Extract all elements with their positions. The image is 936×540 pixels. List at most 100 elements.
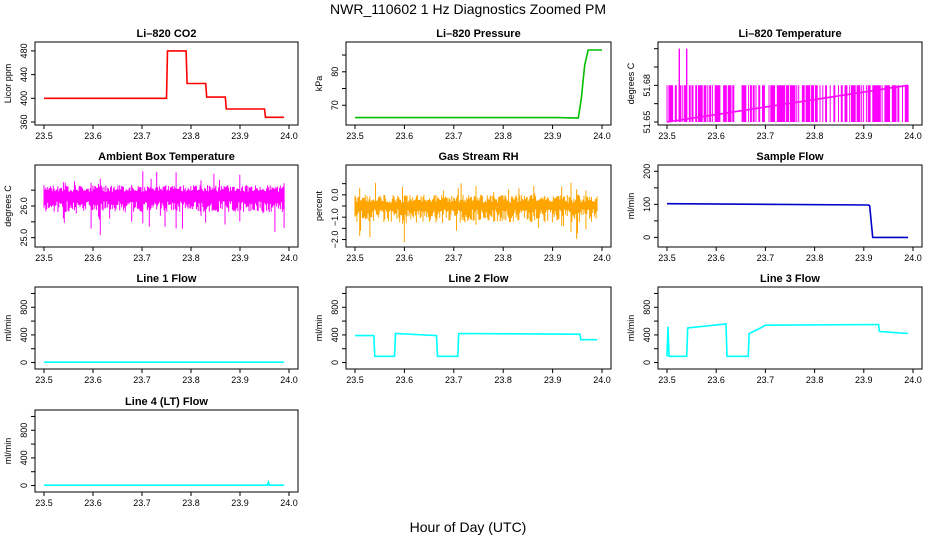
panel-6: Sample Flow ml/min 23.5 23.6 23.7 23.8 23.9 24.… — [626, 151, 923, 263]
y-tick-label: 200 — [642, 164, 652, 179]
y-tick-label: 800 — [19, 423, 29, 438]
y-axis-label: Licor ppm — [3, 64, 13, 104]
x-tick-label: 23.9 — [855, 131, 873, 141]
x-tick-label: 24.0 — [904, 131, 922, 141]
x-tick-label: 23.5 — [35, 375, 53, 385]
y-tick-label: −1.0 — [330, 208, 340, 226]
y-axis-label: ml/min — [3, 315, 13, 342]
x-tick-label: 23.7 — [133, 498, 151, 508]
y-tick-label: 51.65 — [642, 111, 652, 134]
y-tick-label: 51.68 — [642, 74, 652, 97]
x-tick-label: 23.7 — [757, 131, 775, 141]
y-tick-label: 80 — [330, 67, 340, 77]
x-tick-label: 23.9 — [544, 253, 562, 263]
plot-frame — [34, 41, 299, 126]
x-tick-label: 24.0 — [593, 375, 611, 385]
x-tick-label: 23.6 — [396, 131, 414, 141]
y-tick-label: 70 — [330, 100, 340, 110]
panel-9: Line 3 Flow ml/min 23.5 23.6 23.7 23.8 23.9 24.… — [626, 273, 923, 385]
y-axis-label: degrees C — [3, 185, 13, 227]
x-tick-label: 24.0 — [280, 253, 298, 263]
y-tick-label: 800 — [642, 300, 652, 315]
x-tick-label: 23.6 — [707, 253, 725, 263]
x-tick-label: 23.8 — [182, 375, 200, 385]
x-tick-label: 24.0 — [593, 131, 611, 141]
panel-title: Line 3 Flow — [760, 273, 820, 285]
y-tick-label: 480 — [19, 43, 29, 58]
x-tick-label: 23.8 — [494, 253, 512, 263]
y-axis-label: ml/min — [314, 315, 324, 342]
y-tick-label: 0 — [642, 235, 652, 240]
panel-1: Li–820 CO2 Licor ppm 23.5 23.6 23.7 23.8 23.9 2… — [3, 28, 299, 141]
plot-frame — [657, 164, 923, 248]
x-tick-label: 23.8 — [806, 131, 824, 141]
x-tick-label: 23.7 — [133, 131, 151, 141]
series-line — [44, 50, 285, 119]
panel-title: Ambient Box Temperature — [98, 151, 235, 163]
x-tick-label: 24.0 — [280, 375, 298, 385]
panel-2: Li–820 Pressure kPa 23.5 23.6 23.7 23.8 23.9 24… — [314, 28, 612, 141]
x-tick-label: 23.8 — [494, 375, 512, 385]
y-tick-label: 0.0 — [330, 189, 340, 202]
y-tick-label: 400 — [19, 91, 29, 106]
y-tick-label: 400 — [642, 327, 652, 342]
y-tick-label: 25.0 — [19, 229, 29, 247]
panel-title: Sample Flow — [756, 151, 824, 163]
x-tick-label: 23.7 — [445, 131, 463, 141]
x-tick-label: 23.8 — [182, 498, 200, 508]
y-axis-label: kPa — [314, 76, 324, 92]
x-tick-label: 23.5 — [346, 375, 364, 385]
y-tick-label: 26.0 — [19, 197, 29, 215]
x-tick-label: 24.0 — [280, 498, 298, 508]
x-tick-label: 23.6 — [84, 375, 102, 385]
panel-4: Ambient Box Temperature degrees C 23.5 23.6… — [3, 151, 299, 263]
series-noise — [666, 85, 909, 122]
x-tick-label: 23.6 — [84, 498, 102, 508]
panel-5: Gas Stream RH percent 23.5 23.6 23.7 23.8 23.9… — [314, 151, 612, 263]
x-tick-label: 23.9 — [544, 375, 562, 385]
y-tick-label: 800 — [19, 300, 29, 315]
x-tick-label: 23.5 — [658, 375, 676, 385]
panel-title: Line 4 (LT) Flow — [125, 396, 208, 408]
x-tick-label: 23.9 — [544, 131, 562, 141]
y-axis-label: percent — [314, 190, 324, 221]
series-line — [666, 323, 909, 358]
panel-3: Li–820 Temperature degrees C 23.5 23.6 23.7 2… — [626, 28, 923, 141]
series-line — [355, 49, 602, 119]
plot-frame — [657, 286, 923, 370]
x-tick-label: 23.9 — [231, 498, 249, 508]
y-tick-label: 400 — [19, 327, 29, 342]
x-tick-label: 23.9 — [231, 131, 249, 141]
plot-frame — [345, 41, 612, 126]
figure-title: NWR_110602 1 Hz Diagnostics Zoomed PM — [330, 1, 606, 17]
x-tick-label: 23.7 — [133, 253, 151, 263]
x-tick-label: 24.0 — [904, 253, 922, 263]
x-tick-label: 23.9 — [231, 375, 249, 385]
x-tick-label: 23.7 — [445, 375, 463, 385]
x-tick-label: 23.8 — [494, 131, 512, 141]
panel-10: Line 4 (LT) Flow ml/min 23.5 23.6 23.7 23.8 23… — [3, 396, 299, 508]
x-tick-label: 23.6 — [84, 253, 102, 263]
series-line — [666, 84, 909, 123]
y-axis-label: ml/min — [626, 315, 636, 342]
series-line — [355, 332, 598, 358]
x-tick-label: 23.7 — [757, 253, 775, 263]
plot-frame — [34, 286, 299, 370]
x-tick-label: 23.5 — [35, 498, 53, 508]
y-tick-label: −2.0 — [330, 231, 340, 249]
x-tick-label: 23.6 — [396, 253, 414, 263]
plot-frame — [34, 409, 299, 493]
panel-8: Line 2 Flow ml/min 23.5 23.6 23.7 23.8 23.9 24.… — [314, 273, 612, 385]
y-tick-label: 440 — [19, 67, 29, 82]
y-axis-label: ml/min — [626, 193, 636, 220]
x-tick-label: 23.6 — [84, 131, 102, 141]
x-tick-label: 23.6 — [707, 131, 725, 141]
x-tick-label: 24.0 — [593, 253, 611, 263]
panel-title: Line 1 Flow — [137, 273, 197, 285]
x-tick-label: 23.5 — [346, 131, 364, 141]
y-tick-label: 0 — [19, 360, 29, 365]
y-tick-label: 0 — [642, 360, 652, 365]
y-tick-label: 0 — [330, 360, 340, 365]
x-tick-label: 23.8 — [182, 131, 200, 141]
